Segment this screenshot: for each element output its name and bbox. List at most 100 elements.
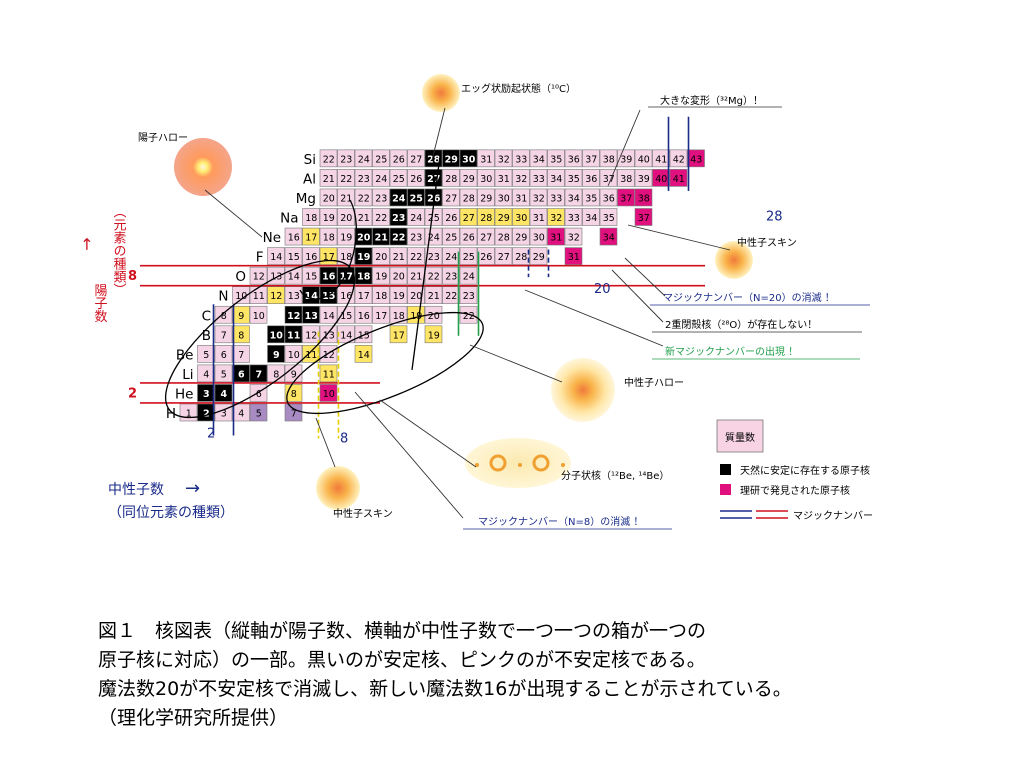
nuclide-cell: 18 [319,227,338,246]
nuclide-cell: 25 [459,247,478,265]
nuclide-mass-label: 24 [463,272,475,283]
nuclide-mass-label: 8 [273,369,279,380]
nuclide-cell: 21 [407,266,425,285]
nuclide-cell: 23 [337,149,355,168]
nuclide-mass-label: 42 [673,154,685,165]
nuclide-mass-label: 20 [410,291,422,302]
nuclide-cell: 24 [407,208,425,226]
nuclide-cell: 37 [634,208,653,226]
nuclide-mass-label: 6 [238,369,245,380]
nuclide-mass-label: 19 [323,213,335,224]
element-symbol: Be [176,347,194,363]
nuclide-cell: 15 [284,247,303,265]
nuclide-mass-label: 8 [221,311,227,322]
nuclide-mass-label: 31 [550,233,562,244]
nuclide-mass-label: 32 [533,193,545,204]
nuclide-cell: 10 [232,286,250,305]
proton-axis-arrow: → [77,237,96,250]
nuclide-cell: 22 [407,247,425,265]
element-symbol: C [202,308,211,324]
nuclide-mass-label: 24 [392,193,406,204]
nuclide-mass-label: 29 [445,154,458,165]
nuclide-mass-label: 12 [287,311,300,322]
caption-line-1: 図１ 核図表（縦軸が陽子数、横軸が中性子数で一つ一つの箱が一つの [98,620,707,642]
proton-magic-label: 8 [128,269,137,284]
nuclide-cell: 17 [302,227,320,246]
nuclide-cell: 25 [389,169,408,187]
nuclide-cell: 17 [319,247,338,265]
nuclide-mass-label: 24 [358,154,370,165]
nuclide-cell: 17 [337,266,355,285]
nuclide-mass-label: 25 [393,174,405,185]
nuclide-mass-label: 28 [463,193,475,204]
nuclide-mass-label: 21 [393,252,405,263]
nuclide-cell: 29 [529,247,548,265]
nuclide-cell: 20 [337,208,355,226]
neutron-skin-image [715,241,753,279]
nuclide-mass-label: 30 [533,233,545,244]
nuclide-mass-label: 18 [305,213,317,224]
nuclide-cell: 28 [477,208,495,226]
nuclide-mass-label: 4 [203,369,209,380]
neutron-halo-image [551,358,615,422]
nuclide-cell: 33 [547,188,565,207]
nuclide-mass-label: 6 [221,350,227,361]
element-symbol: Na [280,211,298,227]
nuclide-cell: 1 [179,403,198,422]
nuclide-mass-label: 16 [288,233,300,244]
nuclide-mass-label: 34 [585,213,597,224]
nuclide-cell: 38 [617,169,635,187]
nuclide-cell: 21 [354,208,373,226]
neutron-magic-label: 28 [766,210,783,225]
nuclide-cell: 29 [512,227,530,246]
nuclide-cell: 13 [302,305,320,324]
nuclide-cell: 31 [512,188,530,207]
nuclide-mass-label: 37 [585,154,597,165]
nuclide-cell: 7 [232,345,250,363]
nuclide-cell: 19 [389,286,408,305]
nuclide-mass-label: 11 [323,369,335,380]
nuclide-cell: 30 [529,227,548,246]
nuclide-mass-label: 22 [340,174,352,185]
nuclide-cell: 27 [442,188,460,207]
nuclide-mass-label: 5 [221,369,227,380]
nuclide-mass-label: 15 [340,311,352,322]
nuclide-cell: 18 [389,305,408,324]
nuclide-cell: 25 [442,227,460,246]
nuclide-cell: 8 [232,325,250,344]
molecular-nucleus-image [465,438,571,488]
nuclide-mass-label: 4 [238,409,244,420]
nuclide-mass-label: 11 [287,330,300,341]
nuclide-cell: 31 [564,247,583,265]
nuclide-cell: 35 [599,208,618,226]
element-symbol: Mg [296,191,316,207]
nuclide-mass-label: 14 [323,311,335,322]
nuclide-mass-label: 7 [238,350,244,361]
nuclide-cell: 31 [494,169,513,187]
nuclide-cell: 25 [407,188,425,207]
nuclide-cell: 22 [372,208,390,226]
nuclide-cell: 12 [284,305,303,324]
nuclide-cell: 16 [319,266,338,285]
nuclide-mass-label: 38 [603,154,615,165]
element-symbol: H [166,406,176,422]
nuclide-cell: 40 [652,169,670,187]
nuclide-mass-label: 21 [375,233,388,244]
nuclide-cell: 25 [372,149,390,168]
nuclide-mass-label: 26 [445,213,457,224]
nuclide-cell: 26 [459,227,478,246]
nuclide-cell: 10 [319,384,338,402]
nuclide-cell: 20 [354,227,373,246]
nuclide-cell: 17 [389,325,408,344]
nuclide-cell: 27 [424,169,443,187]
nuclide-mass-label: 13 [288,291,300,302]
nuclide-mass-label: 22 [392,233,405,244]
nuclide-mass-label: 30 [498,193,510,204]
neutron-magic-label: 2 [207,427,215,442]
nuclide-cell: 23 [442,266,460,285]
nuclide-cell: 4 [214,384,233,402]
nuclide-cell: 32 [494,149,513,168]
nuclide-mass-label: 11 [253,291,265,302]
nuclide-cell: 34 [529,149,548,168]
nuclide-cell: 11 [319,364,338,383]
